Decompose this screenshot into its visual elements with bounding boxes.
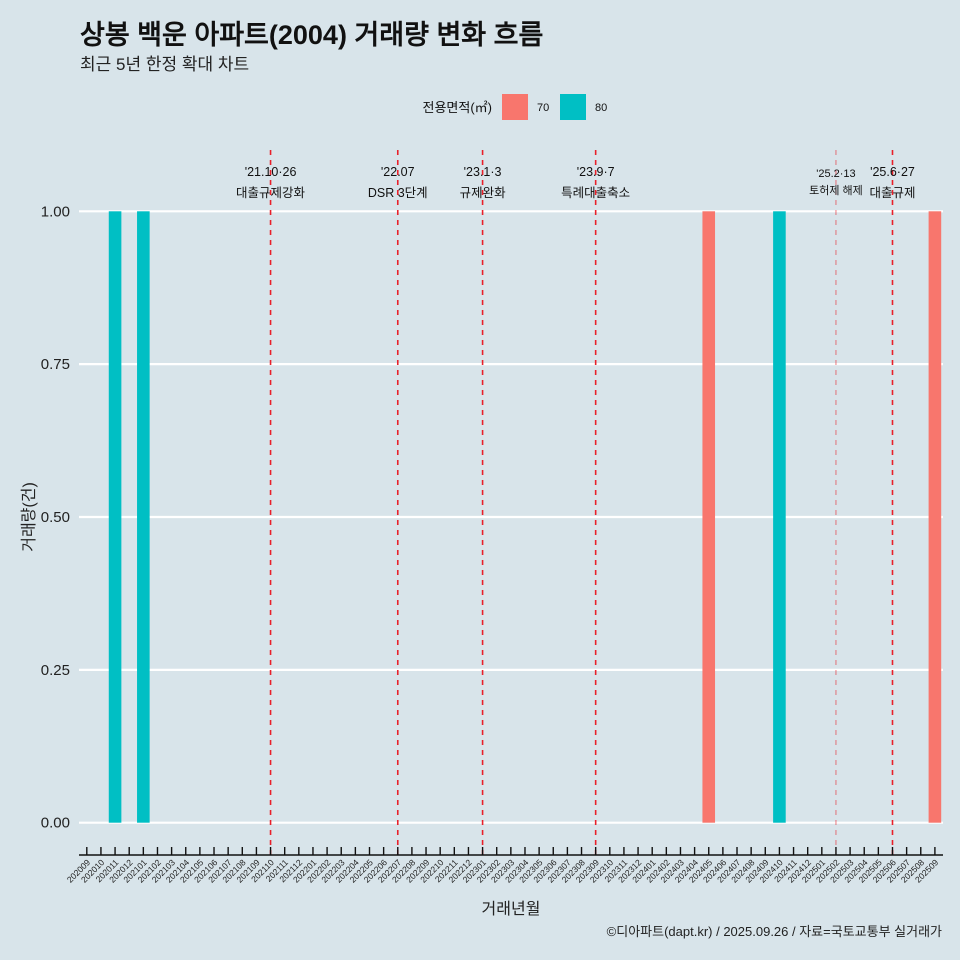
legend-label-80: 80 xyxy=(595,102,607,114)
annotation-date: '23.9·7 xyxy=(577,165,615,179)
legend-title: 전용면적(㎡) xyxy=(423,100,493,115)
annotation-date: '21.10·26 xyxy=(245,165,297,179)
annotation-date: '25.6·27 xyxy=(870,165,915,179)
bars xyxy=(108,211,942,823)
legend-label-70: 70 xyxy=(537,102,549,114)
bar-70-202509 xyxy=(928,211,942,823)
x-axis-title: 거래년월 xyxy=(482,900,541,918)
annotation-label: 대출규제 xyxy=(869,186,915,200)
annotation-date: '22.07 xyxy=(381,165,415,179)
bar-80-202410 xyxy=(773,211,786,823)
annotation-label: 토허제 해제 xyxy=(809,183,863,197)
bar-80-202011 xyxy=(108,211,122,823)
legend-key-70 xyxy=(502,94,528,120)
legend: 전용면적(㎡) 70 80 xyxy=(423,94,607,120)
annotation-label: DSR 3단계 xyxy=(368,186,428,200)
y-tick-label: 0.00 xyxy=(41,815,70,832)
bar-70-202405 xyxy=(702,211,716,823)
annotations: '21.10·26 대출규제강화 '22.07 DSR 3단계 '23.1·3 규제완화 '… xyxy=(236,150,916,855)
annotation-label: 대출규제강화 xyxy=(236,186,306,200)
y-tick-label: 0.75 xyxy=(41,356,70,373)
annotation-date: '23.1·3 xyxy=(464,165,502,179)
bar-80-202101 xyxy=(137,211,150,823)
chart-title: 상봉 백운 아파트(2004) 거래량 변화 흐름 xyxy=(80,20,543,50)
y-axis-title: 거래량(건) xyxy=(20,482,38,552)
legend-key-80 xyxy=(560,94,586,120)
caption: ©디아파트(dapt.kr) / 2025.09.26 / 자료=국토교통부 실… xyxy=(607,924,942,939)
y-tick-label: 0.50 xyxy=(41,509,70,526)
annotation-date: '25.2·13 xyxy=(816,168,855,180)
annotation-label: 규제완화 xyxy=(460,186,507,200)
y-tick-label: 1.00 xyxy=(41,203,70,220)
gridlines xyxy=(79,210,943,824)
annotation-label: 특례대출축소 xyxy=(561,186,630,200)
y-axis-tick-labels: 0.00 0.25 0.50 0.75 1.00 xyxy=(41,203,70,831)
y-tick-label: 0.25 xyxy=(41,662,70,679)
chart-subtitle: 최근 5년 한정 확대 차트 xyxy=(80,55,249,74)
